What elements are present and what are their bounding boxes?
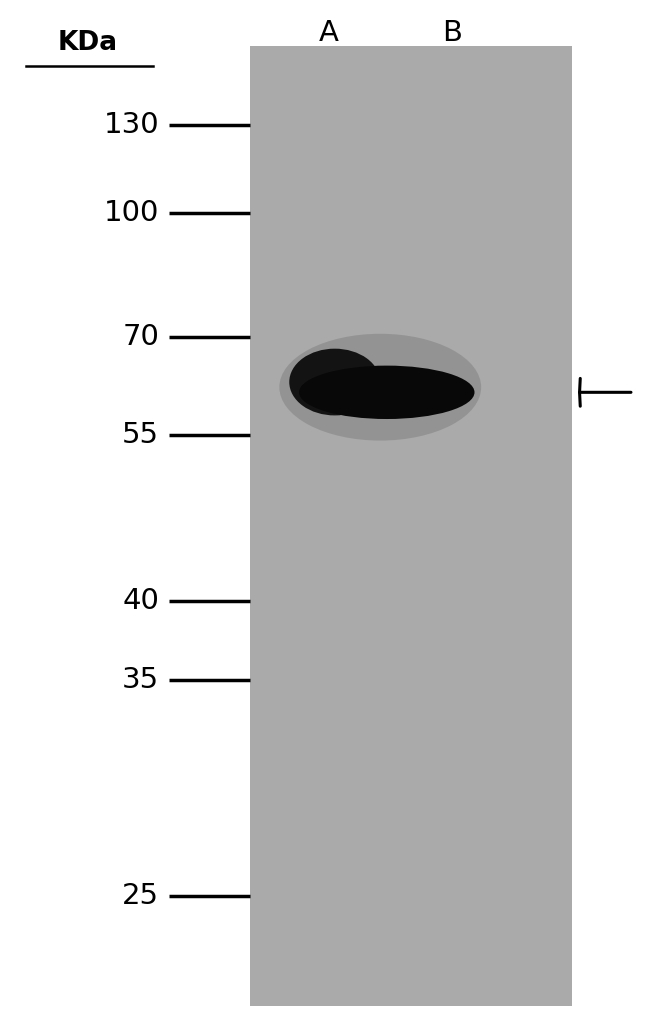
Text: 100: 100 xyxy=(104,198,159,227)
Text: KDa: KDa xyxy=(58,30,118,56)
Text: 25: 25 xyxy=(122,881,159,910)
Text: 55: 55 xyxy=(122,421,159,450)
Ellipse shape xyxy=(289,349,380,415)
Bar xyxy=(250,46,572,1006)
Text: 35: 35 xyxy=(122,665,159,694)
Ellipse shape xyxy=(299,366,474,419)
Ellipse shape xyxy=(280,334,481,441)
Text: 70: 70 xyxy=(122,322,159,351)
Text: 40: 40 xyxy=(122,586,159,615)
Text: 130: 130 xyxy=(103,111,159,140)
Text: B: B xyxy=(442,18,462,47)
Text: A: A xyxy=(318,18,338,47)
